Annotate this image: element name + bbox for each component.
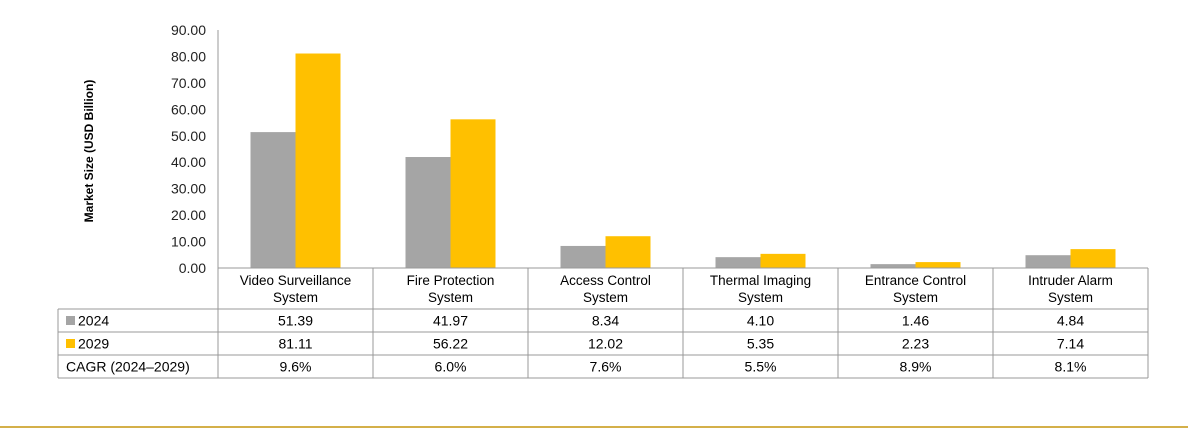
y-tick-label: 50.00 — [171, 128, 206, 144]
y-tick-label: 70.00 — [171, 75, 206, 91]
bar-2024 — [250, 132, 296, 268]
x-tick-label: Intruder Alarm System — [1028, 273, 1113, 305]
data-label: 56.22 — [433, 336, 468, 352]
cagr-value: 8.9% — [900, 359, 932, 375]
data-label: 2.23 — [902, 336, 929, 352]
bar-2029 — [915, 262, 961, 268]
data-label: 41.97 — [433, 313, 468, 329]
data-label: 12.02 — [588, 336, 623, 352]
y-tick-label: 40.00 — [171, 154, 206, 170]
legend-label-2024: 2024 — [78, 313, 109, 329]
y-tick-label: 30.00 — [171, 181, 206, 197]
data-label: 8.34 — [592, 313, 619, 329]
legend-label-2029: 2029 — [78, 336, 109, 352]
bar-2024 — [405, 157, 451, 268]
x-tick-label: Fire Protection System — [407, 273, 495, 305]
x-tick-label: Video Surveillance System — [240, 273, 352, 305]
y-tick-label: 90.00 — [171, 22, 206, 38]
x-tick-label: Thermal Imaging System — [710, 273, 811, 305]
bar-2024 — [715, 257, 761, 268]
data-label: 7.14 — [1057, 336, 1084, 352]
cagr-value: 5.5% — [745, 359, 777, 375]
bar-2029 — [760, 253, 806, 268]
bar-2024 — [870, 264, 916, 268]
data-label: 4.84 — [1057, 313, 1084, 329]
cagr-value: 9.6% — [280, 359, 312, 375]
bar-2029 — [295, 53, 341, 268]
legend-swatch-2024 — [66, 316, 75, 325]
data-label: 4.10 — [747, 313, 774, 329]
cagr-value: 6.0% — [435, 359, 467, 375]
y-axis-title: Market Size (USD Billion) — [82, 80, 96, 223]
x-tick-label: Entrance Control System — [865, 273, 966, 305]
y-tick-label: 20.00 — [171, 207, 206, 223]
bar-2024 — [1025, 255, 1071, 268]
cagr-row-label: CAGR (2024–2029) — [66, 359, 190, 375]
cagr-value: 8.1% — [1055, 359, 1087, 375]
data-label: 51.39 — [278, 313, 313, 329]
cagr-value: 7.6% — [590, 359, 622, 375]
y-tick-label: 80.00 — [171, 48, 206, 64]
data-label: 81.11 — [279, 336, 313, 352]
y-tick-label: 10.00 — [171, 234, 206, 250]
data-label: 1.46 — [902, 313, 929, 329]
data-label: 5.35 — [747, 336, 774, 352]
bar-2029 — [1070, 249, 1116, 268]
x-tick-label: Access Control System — [560, 273, 651, 305]
bar-2024 — [560, 245, 606, 268]
bar-2029 — [605, 236, 651, 268]
legend-swatch-2029 — [66, 339, 75, 348]
y-tick-label: 60.00 — [171, 101, 206, 117]
y-tick-label: 0.00 — [179, 260, 206, 276]
bar-2029 — [450, 119, 496, 268]
